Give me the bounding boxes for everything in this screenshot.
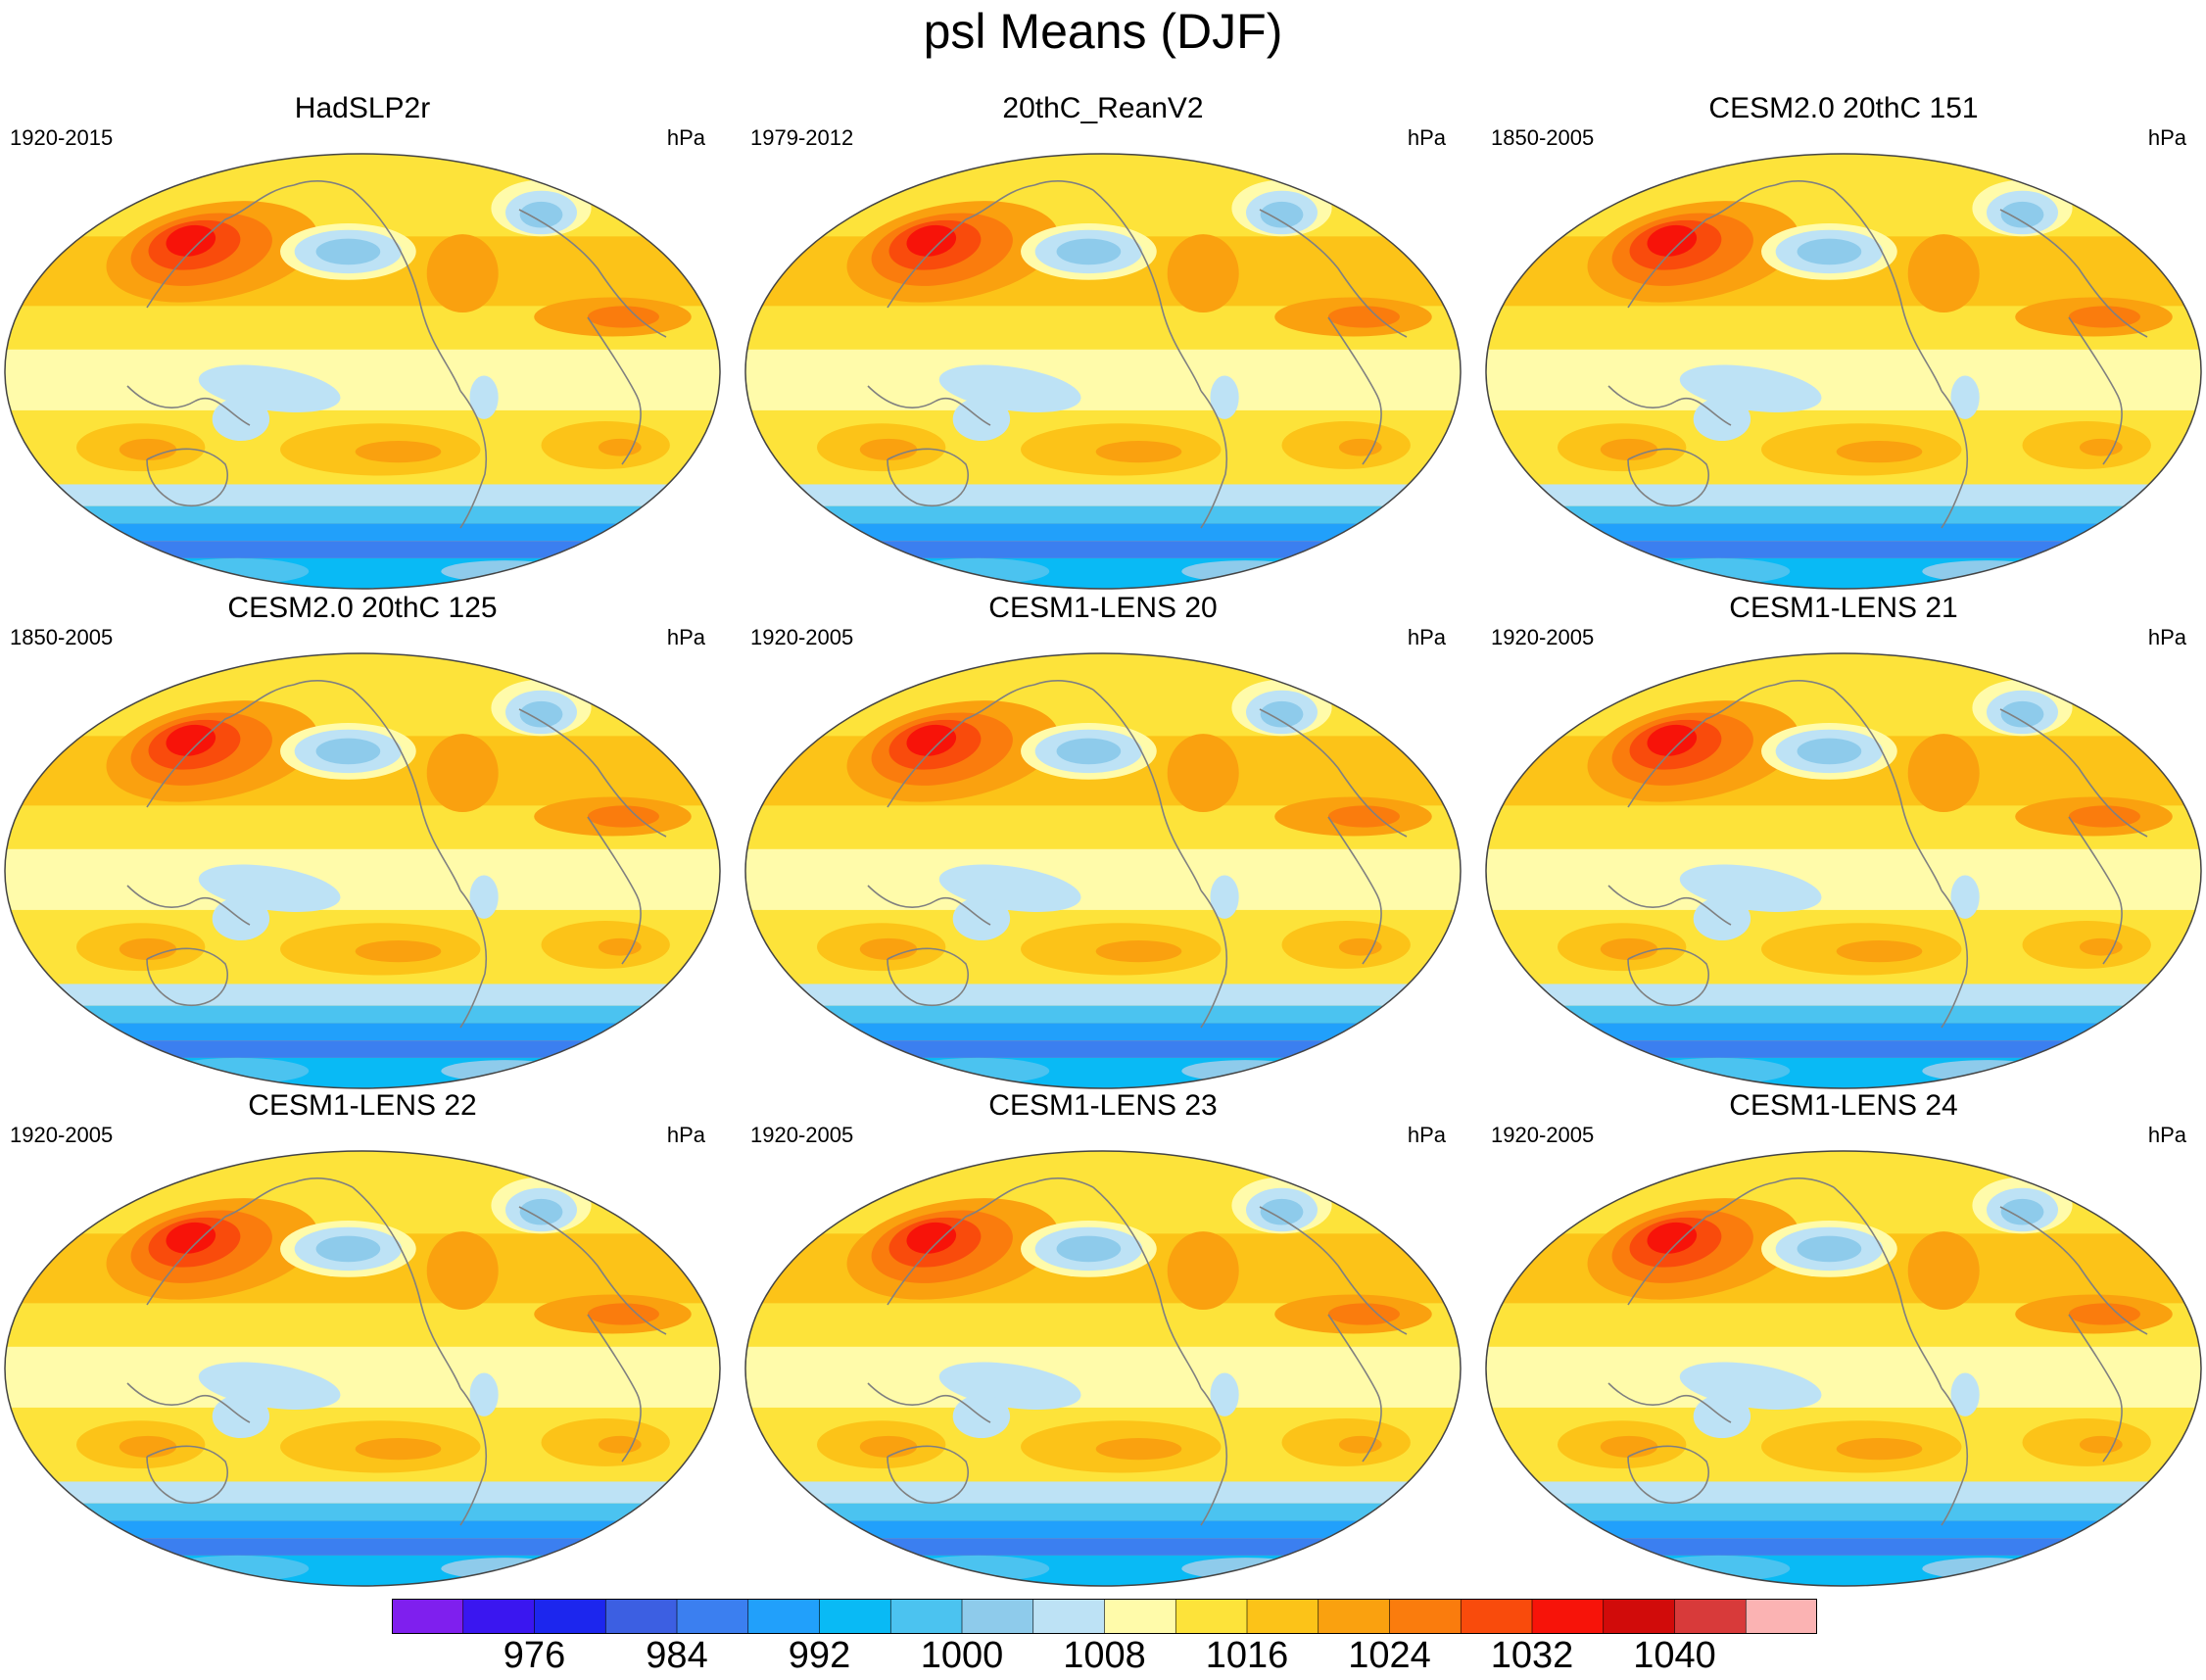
- colorbar-tick-label: 1024: [1348, 1635, 1431, 1676]
- panel-units: hPa: [1407, 625, 1446, 649]
- map-field: [744, 1150, 1462, 1587]
- colorbar-swatch: [1247, 1599, 1319, 1634]
- panel-title: CESM1-LENS 23: [988, 1089, 1218, 1122]
- map-panel: CESM1-LENS 24 1920-2005 hPa: [1481, 1089, 2206, 1587]
- panel-title: CESM1-LENS 22: [248, 1089, 477, 1122]
- map-panel: CESM2.0 20thC 125 1850-2005 hPa: [0, 592, 725, 1089]
- colorbar-labels: 976 984 992 1000 1008 1016 1024 1032 1040: [392, 1634, 1817, 1677]
- colorbar-swatch: [392, 1599, 464, 1634]
- map-panel: CESM1-LENS 22 1920-2005 hPa: [0, 1089, 725, 1587]
- panel-years: 1850-2005: [10, 625, 114, 649]
- panel-years: 1920-2005: [750, 1123, 854, 1147]
- colorbar-swatch: [747, 1599, 820, 1634]
- map-panel: 20thC_ReanV2 1979-2012 hPa: [741, 92, 1465, 590]
- map-field: [744, 652, 1462, 1089]
- colorbar: [392, 1599, 1817, 1634]
- colorbar-swatch: [462, 1599, 535, 1634]
- map-field: [4, 652, 721, 1089]
- map-panel: CESM1-LENS 21 1920-2005 hPa: [1481, 592, 2206, 1089]
- panel-years: 1920-2015: [10, 125, 114, 150]
- panel-title: CESM2.0 20thC 151: [1708, 92, 1979, 124]
- colorbar-swatch: [962, 1599, 1034, 1634]
- panel-units: hPa: [666, 1123, 705, 1147]
- map-field: [4, 153, 721, 590]
- colorbar-tick-label: 1040: [1633, 1635, 1716, 1676]
- panel-units: hPa: [2147, 1123, 2186, 1147]
- panel-years: 1920-2005: [10, 1123, 114, 1147]
- panel-title: CESM1-LENS 24: [1729, 1089, 1958, 1122]
- panel-units: hPa: [666, 625, 705, 649]
- colorbar-swatch: [1318, 1599, 1390, 1634]
- colorbar-tick-label: 1000: [920, 1635, 1004, 1676]
- colorbar-tick-label: 1016: [1205, 1635, 1289, 1676]
- panel-units: hPa: [2147, 125, 2186, 150]
- map-panel: CESM2.0 20thC 151 1850-2005 hPa: [1481, 92, 2206, 590]
- panel-units: hPa: [666, 125, 705, 150]
- colorbar-swatch: [890, 1599, 963, 1634]
- panel-years: 1850-2005: [1491, 125, 1595, 150]
- map-panel: HadSLP2r 1920-2015 hPa: [0, 92, 725, 590]
- colorbar-tick-label: 1008: [1063, 1635, 1146, 1676]
- colorbar-swatch: [1104, 1599, 1176, 1634]
- map-panel: CESM1-LENS 23 1920-2005 hPa: [741, 1089, 1465, 1587]
- panel-title: 20thC_ReanV2: [1002, 92, 1204, 124]
- map-field: [1485, 1150, 2202, 1587]
- panel-years: 1920-2005: [1491, 1123, 1595, 1147]
- colorbar-tick-label: 1032: [1490, 1635, 1574, 1676]
- colorbar-tick-label: 976: [503, 1635, 566, 1676]
- colorbar-swatch: [1032, 1599, 1105, 1634]
- colorbar-swatch: [1461, 1599, 1533, 1634]
- map-field: [1485, 153, 2202, 590]
- panel-years: 1920-2005: [750, 625, 854, 649]
- colorbar-swatch: [534, 1599, 606, 1634]
- colorbar-swatch: [1674, 1599, 1747, 1634]
- panel-years: 1920-2005: [1491, 625, 1595, 649]
- panel-title: CESM1-LENS 21: [1729, 592, 1958, 624]
- colorbar-swatch: [1532, 1599, 1605, 1634]
- panel-title: CESM1-LENS 20: [988, 592, 1218, 624]
- panel-units: hPa: [2147, 625, 2186, 649]
- figure-title: psl Means (DJF): [923, 4, 1283, 59]
- colorbar-swatch: [677, 1599, 749, 1634]
- panel-title: HadSLP2r: [294, 92, 431, 124]
- panel-units: hPa: [1407, 1123, 1446, 1147]
- panel-years: 1979-2012: [750, 125, 854, 150]
- colorbar-swatch: [1175, 1599, 1248, 1634]
- map-field: [1485, 652, 2202, 1089]
- colorbar-swatch: [605, 1599, 678, 1634]
- panel-title: CESM2.0 20thC 125: [227, 592, 498, 624]
- colorbar-swatch: [819, 1599, 891, 1634]
- colorbar-tick-label: 984: [646, 1635, 708, 1676]
- colorbar-swatch: [1389, 1599, 1462, 1634]
- map-field: [744, 153, 1462, 590]
- map-field: [4, 1150, 721, 1587]
- colorbar-tick-label: 992: [788, 1635, 851, 1676]
- panel-units: hPa: [1407, 125, 1446, 150]
- colorbar-swatch: [1603, 1599, 1675, 1634]
- colorbar-swatch: [1746, 1599, 1817, 1634]
- map-panel: CESM1-LENS 20 1920-2005 hPa: [741, 592, 1465, 1089]
